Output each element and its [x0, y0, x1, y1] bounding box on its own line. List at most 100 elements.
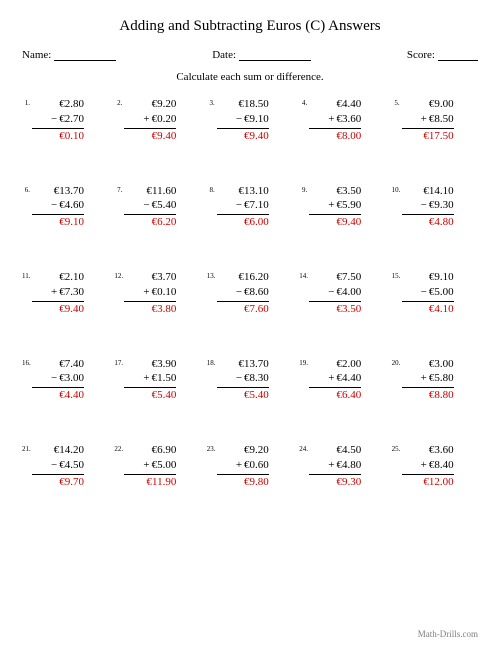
operand-a: €18.50	[217, 97, 269, 112]
problem-stack: €6.90+€5.00€11.90	[124, 443, 176, 490]
operator: −	[236, 113, 244, 125]
score-blank[interactable]	[438, 51, 478, 61]
problem-number: 6.	[22, 184, 32, 194]
operand-a: €4.50	[309, 443, 361, 458]
operand-b: €2.70	[59, 113, 84, 125]
problem-number: 13.	[207, 270, 217, 280]
problem-number: 2.	[114, 97, 124, 107]
problem-number: 23.	[207, 443, 217, 453]
problem: 9.€3.50+€5.90€9.40	[299, 184, 385, 231]
operand-a: €14.20	[32, 443, 84, 458]
answer: €8.80	[402, 388, 454, 403]
problem-stack: €14.20−€4.50€9.70	[32, 443, 84, 490]
operand-a: €3.90	[124, 357, 176, 372]
problem-number: 12.	[114, 270, 124, 280]
operator: +	[421, 113, 429, 125]
date-blank[interactable]	[239, 51, 311, 61]
operand-a: €11.60	[124, 184, 176, 199]
problem-number: 7.	[114, 184, 124, 194]
operand-a: €9.00	[402, 97, 454, 112]
operator: +	[143, 286, 151, 298]
answer: €6.00	[217, 215, 269, 230]
operand-b: €8.60	[244, 286, 269, 298]
answer: €3.50	[309, 302, 361, 317]
operand-b-row: −€5.40	[124, 198, 176, 215]
name-blank[interactable]	[54, 51, 116, 61]
operand-b-row: +€7.30	[32, 285, 84, 302]
operand-b-row: −€8.30	[217, 371, 269, 388]
operand-b: €8.50	[429, 113, 454, 125]
answer: €9.40	[309, 215, 361, 230]
problem-number: 10.	[392, 184, 402, 194]
answer: €0.10	[32, 129, 84, 144]
operator: −	[236, 199, 244, 211]
problem-stack: €3.50+€5.90€9.40	[309, 184, 361, 231]
operand-b-row: +€0.10	[124, 285, 176, 302]
problem-stack: €4.40+€3.60€8.00	[309, 97, 361, 144]
problem: 3.€18.50−€9.10€9.40	[207, 97, 293, 144]
answer: €9.80	[217, 475, 269, 490]
operand-b-row: +€5.00	[124, 458, 176, 475]
operand-b-row: −€9.30	[402, 198, 454, 215]
operand-a: €13.70	[32, 184, 84, 199]
problem-number: 1.	[22, 97, 32, 107]
problem: 10.€14.10−€9.30€4.80	[392, 184, 478, 231]
problem-stack: €3.90+€1.50€5.40	[124, 357, 176, 404]
instruction-text: Calculate each sum or difference.	[22, 71, 478, 83]
problem: 24.€4.50+€4.80€9.30	[299, 443, 385, 490]
name-label: Name:	[22, 49, 51, 61]
problem-number: 22.	[114, 443, 124, 453]
operand-b-row: −€4.60	[32, 198, 84, 215]
operand-b: €5.90	[336, 199, 361, 211]
operand-a: €6.90	[124, 443, 176, 458]
operand-b: €0.60	[244, 459, 269, 471]
operand-b-row: +€5.90	[309, 198, 361, 215]
header-row: Name: Date: Score:	[22, 49, 478, 61]
operand-a: €2.80	[32, 97, 84, 112]
problem: 11.€2.10+€7.30€9.40	[22, 270, 108, 317]
problem-stack: €13.10−€7.10€6.00	[217, 184, 269, 231]
answer: €5.40	[217, 388, 269, 403]
problem: 23.€9.20+€0.60€9.80	[207, 443, 293, 490]
problem-stack: €14.10−€9.30€4.80	[402, 184, 454, 231]
operator: −	[143, 199, 151, 211]
answer: €4.80	[402, 215, 454, 230]
operand-a: €16.20	[217, 270, 269, 285]
operand-b: €8.30	[244, 372, 269, 384]
problem-number: 17.	[114, 357, 124, 367]
problem-number: 18.	[207, 357, 217, 367]
problem: 21.€14.20−€4.50€9.70	[22, 443, 108, 490]
name-field: Name:	[22, 49, 116, 61]
answer: €9.30	[309, 475, 361, 490]
operator: +	[143, 459, 151, 471]
problem-stack: €11.60−€5.40€6.20	[124, 184, 176, 231]
operand-b-row: −€2.70	[32, 112, 84, 129]
problem: 25.€3.60+€8.40€12.00	[392, 443, 478, 490]
problem-number: 19.	[299, 357, 309, 367]
problem-stack: €7.40−€3.00€4.40	[32, 357, 84, 404]
operand-a: €13.70	[217, 357, 269, 372]
operand-b-row: −€7.10	[217, 198, 269, 215]
operand-a: €9.10	[402, 270, 454, 285]
problem-stack: €2.00+€4.40€6.40	[309, 357, 361, 404]
operand-a: €4.40	[309, 97, 361, 112]
operand-b-row: +€4.40	[309, 371, 361, 388]
problem-stack: €7.50−€4.00€3.50	[309, 270, 361, 317]
operand-b-row: +€0.20	[124, 112, 176, 129]
operator: −	[236, 286, 244, 298]
problem-stack: €3.00+€5.80€8.80	[402, 357, 454, 404]
problem: 14.€7.50−€4.00€3.50	[299, 270, 385, 317]
answer: €11.90	[124, 475, 176, 490]
operand-b: €7.10	[244, 199, 269, 211]
problem: 2.€9.20+€0.20€9.40	[114, 97, 200, 144]
problem: 20.€3.00+€5.80€8.80	[392, 357, 478, 404]
operand-b: €4.50	[59, 459, 84, 471]
problem-number: 11.	[22, 270, 32, 280]
operator: −	[421, 199, 429, 211]
operand-b: €0.10	[152, 286, 177, 298]
operand-b-row: +€8.50	[402, 112, 454, 129]
score-label: Score:	[407, 49, 435, 61]
problem: 12.€3.70+€0.10€3.80	[114, 270, 200, 317]
operand-a: €13.10	[217, 184, 269, 199]
problem-stack: €3.60+€8.40€12.00	[402, 443, 454, 490]
